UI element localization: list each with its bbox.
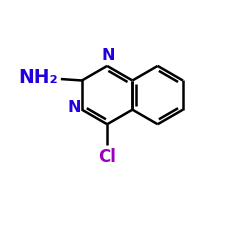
Text: Cl: Cl	[98, 148, 116, 166]
Text: N: N	[102, 48, 115, 63]
Text: NH₂: NH₂	[18, 68, 58, 87]
Text: N: N	[67, 100, 81, 115]
